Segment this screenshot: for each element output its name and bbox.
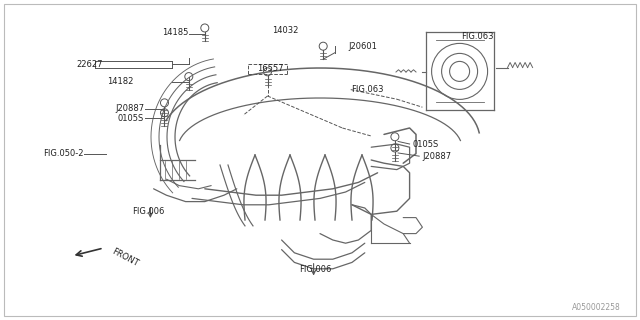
- Text: 14182: 14182: [107, 77, 133, 86]
- Text: 14032: 14032: [272, 26, 298, 35]
- Text: 16557: 16557: [257, 64, 284, 73]
- Text: J20887: J20887: [115, 104, 144, 113]
- Text: FIG.006: FIG.006: [132, 207, 164, 216]
- Text: 14185: 14185: [163, 28, 189, 36]
- Text: J20601: J20601: [349, 42, 378, 51]
- Text: J20887: J20887: [422, 152, 452, 161]
- Text: 0105S: 0105S: [413, 140, 439, 148]
- Text: A050002258: A050002258: [572, 303, 621, 312]
- Text: 0105S: 0105S: [118, 114, 144, 123]
- Text: FRONT: FRONT: [110, 247, 140, 268]
- Text: FIG.063: FIG.063: [351, 85, 383, 94]
- Text: FIG.063: FIG.063: [461, 32, 493, 41]
- Text: 22627: 22627: [77, 60, 103, 68]
- Text: FIG.050-2: FIG.050-2: [43, 149, 83, 158]
- Text: FIG.006: FIG.006: [299, 265, 331, 274]
